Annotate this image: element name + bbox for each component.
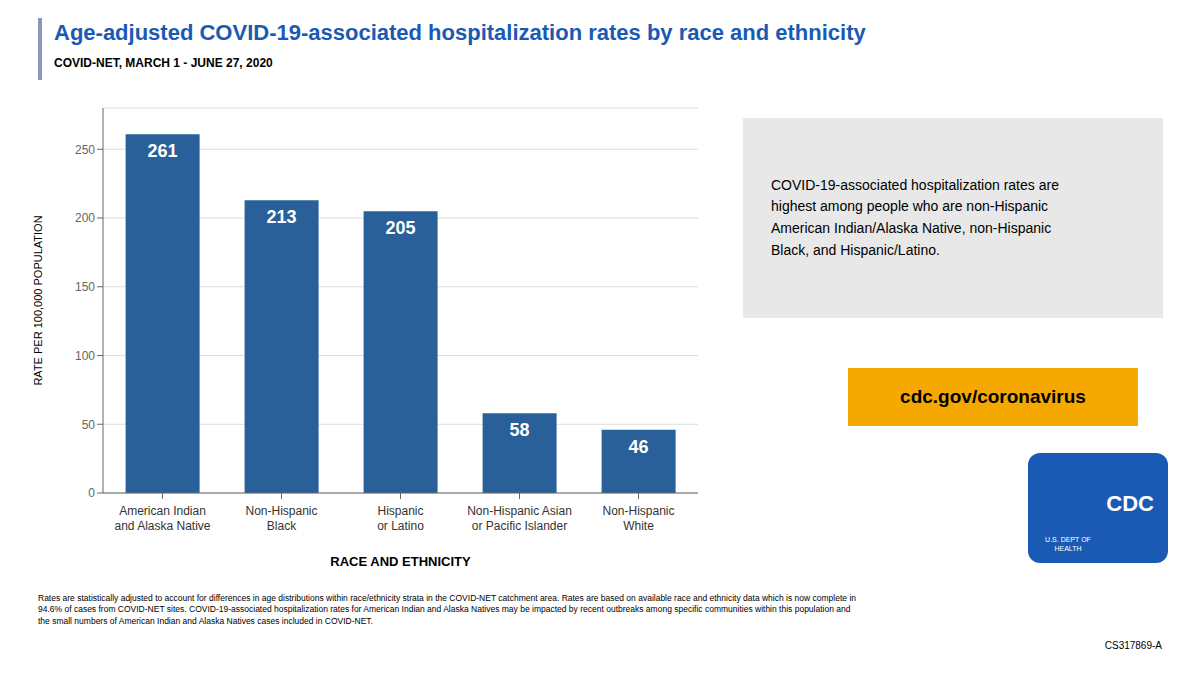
svg-text:Non-HispanicBlack: Non-HispanicBlack (245, 504, 317, 533)
svg-text:150: 150 (75, 280, 95, 294)
svg-text:Non-HispanicWhite: Non-HispanicWhite (602, 504, 674, 533)
html-text:Age-adjusted COVID-19-associat: Age-adjusted COVID-19-associated hospita… (54, 20, 866, 45)
svg-text:Hispanicor Latino: Hispanicor Latino (377, 504, 424, 533)
svg-text:213: 213 (267, 207, 297, 227)
html-text:COVID-NET, MARCH 1 - JUNE 27,: COVID-NET, MARCH 1 - JUNE 27, 2020 (54, 56, 273, 70)
svg-text:250: 250 (75, 143, 95, 157)
svg-text:50: 50 (82, 418, 96, 432)
html-text:Rates are statistically adjust: Rates are statistically adjusted to acco… (38, 593, 856, 626)
html-text:CDC: CDC (1106, 491, 1154, 516)
svg-text:RATE PER 100,000 POPULATION: RATE PER 100,000 POPULATION (32, 215, 44, 385)
svg-text:200: 200 (75, 211, 95, 225)
svg-text:0: 0 (88, 486, 95, 500)
svg-text:American Indianand Alaska Nati: American Indianand Alaska Native (114, 504, 210, 533)
svg-text:205: 205 (386, 218, 416, 238)
svg-text:46: 46 (629, 437, 649, 457)
svg-text:Non-Hispanic Asianor Pacific I: Non-Hispanic Asianor Pacific Islander (467, 504, 572, 533)
svg-text:58: 58 (510, 420, 530, 440)
html-text:cdc.gov/coronavirus: cdc.gov/coronavirus (900, 386, 1086, 407)
html-text:U.S. DEPT OF HEALTH: U.S. DEPT OF HEALTH (1045, 536, 1091, 552)
html-text:COVID-19-associated hospitaliz: COVID-19-associated hospitalization rate… (771, 176, 1059, 258)
svg-text:261: 261 (148, 141, 178, 161)
svg-text:RACE AND ETHNICITY: RACE AND ETHNICITY (330, 554, 471, 569)
svg-text:100: 100 (75, 349, 95, 363)
html-text:CS317869-A: CS317869-A (1104, 640, 1162, 651)
